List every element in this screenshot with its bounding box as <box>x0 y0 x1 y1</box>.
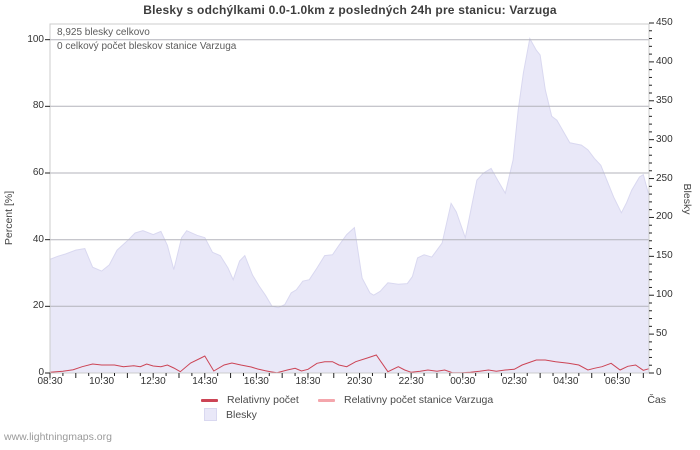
legend-item-strikes: Blesky <box>204 408 257 421</box>
annotation-total-strikes: 8,925 blesky celkovo <box>57 27 150 38</box>
x-tick-label: 18:30 <box>295 376 321 387</box>
area-series-blesky <box>49 37 650 374</box>
y-left-tick-label: 40 <box>32 233 44 245</box>
y-right-tick-label: 200 <box>656 211 673 223</box>
x-tick-label: 12:30 <box>140 376 166 387</box>
y-right-tick-label: 300 <box>656 133 673 145</box>
x-tick-label: 14:30 <box>192 376 218 387</box>
x-axis-title: Čas <box>647 394 666 406</box>
y-left-tick-label: 100 <box>27 33 44 45</box>
plot-border <box>49 23 650 374</box>
area-swatch <box>204 408 217 421</box>
x-tick-label: 02:30 <box>501 376 527 387</box>
x-tick-label: 22:30 <box>398 376 424 387</box>
x-tick-label: 00:30 <box>450 376 476 387</box>
x-tick-label: 16:30 <box>243 376 269 387</box>
pink-line-swatch <box>318 398 335 402</box>
line-series-relative <box>49 354 650 374</box>
x-tick-label: 10:30 <box>89 376 115 387</box>
legend-item-station-relative-count: Relativny počet stanice Varzuga <box>318 394 493 406</box>
y-right-tick-label: 350 <box>656 94 673 106</box>
y-right-tick-label: 100 <box>656 289 673 301</box>
watermark-link: www.lightningmaps.org <box>4 431 112 443</box>
y-left-tick-label: 20 <box>32 300 44 312</box>
y-left-tick-label: 0 <box>38 367 44 378</box>
x-tick-label: 04:30 <box>553 376 579 387</box>
legend-label: Blesky <box>226 408 257 421</box>
legend-label: Relativny počet stanice Varzuga <box>344 394 494 406</box>
y-right-tick-label: 50 <box>656 328 668 340</box>
x-tick-label: 20:30 <box>347 376 373 387</box>
y-right-tick-label: 400 <box>656 55 673 67</box>
x-tick-label: 06:30 <box>605 376 631 387</box>
chart-title: Blesky s odchýlkami 0.0-1.0km z posledný… <box>143 3 557 17</box>
y-right-tick-label: 250 <box>656 172 673 184</box>
legend-item-relative-count: Relativny počet <box>201 394 299 406</box>
y-right-tick-label: 150 <box>656 250 673 262</box>
y-left-tick-label: 60 <box>32 167 44 178</box>
y-right-tick-label: 0 <box>656 367 662 378</box>
y-right-tick-label: 450 <box>656 16 673 28</box>
y-left-tick-label: 80 <box>32 100 44 112</box>
annotation-station-total: 0 celkový počet bleskov stanice Varzuga <box>57 41 237 52</box>
legend-label: Relativny počet <box>227 394 299 406</box>
red-line-swatch <box>201 398 218 402</box>
x-tick-label: 08:30 <box>37 376 63 387</box>
y-right-axis-title: Blesky <box>681 183 693 215</box>
